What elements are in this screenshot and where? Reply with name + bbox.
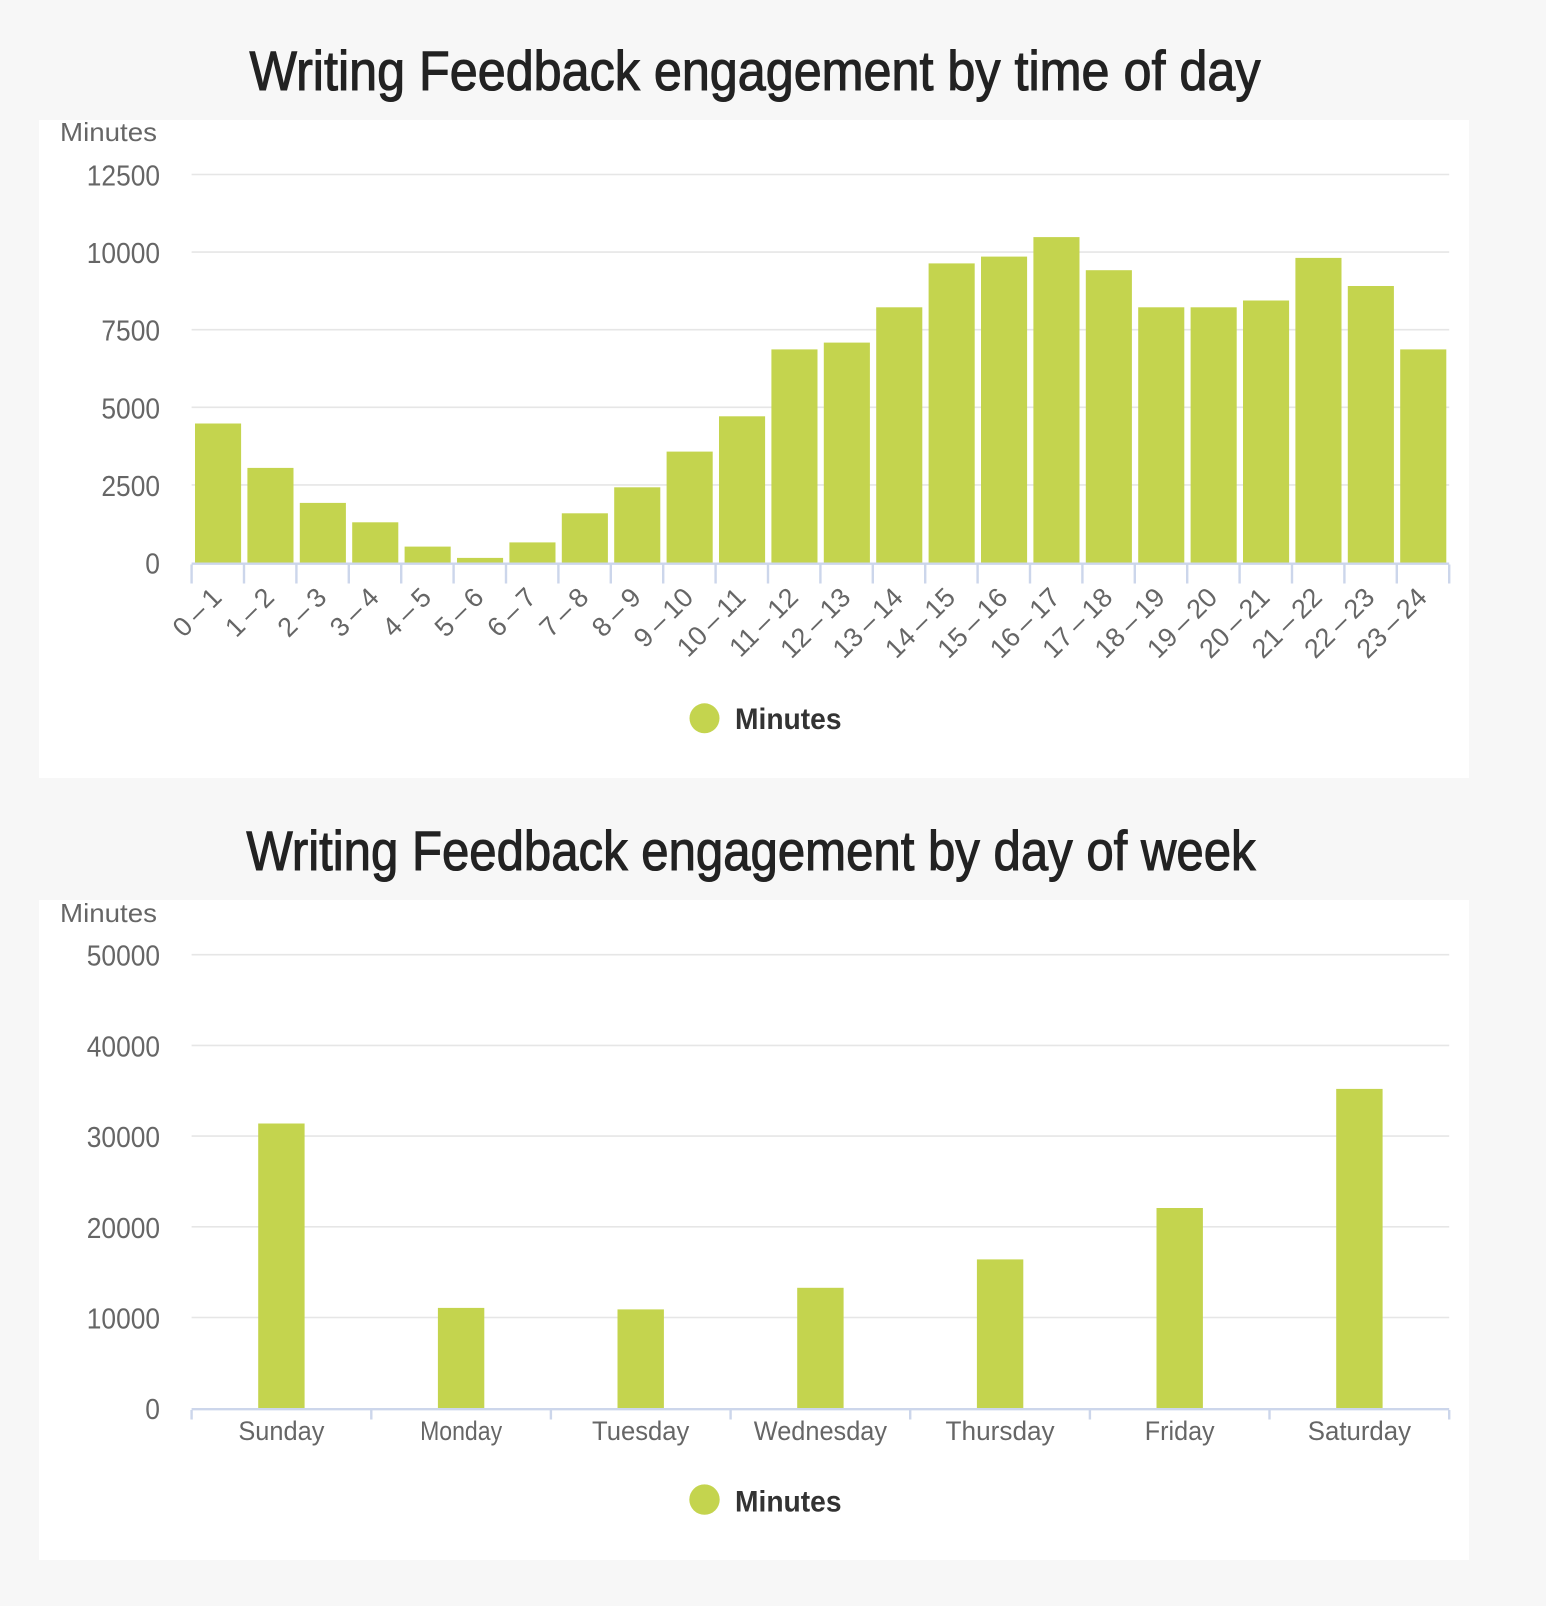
svg-text:10000: 10000: [87, 238, 160, 270]
svg-text:0: 0: [145, 1394, 160, 1426]
svg-text:Saturday: Saturday: [1308, 1416, 1412, 1446]
svg-text:7500: 7500: [101, 316, 160, 348]
svg-text:Monday: Monday: [420, 1416, 502, 1446]
svg-text:Minutes: Minutes: [735, 1486, 842, 1519]
svg-text:2500: 2500: [101, 471, 160, 503]
svg-text:10000: 10000: [87, 1304, 160, 1336]
svg-text:0: 0: [145, 549, 160, 581]
svg-text:1 – 2: 1 – 2: [219, 582, 280, 643]
svg-text:Sunday: Sunday: [238, 1416, 324, 1446]
svg-text:50000: 50000: [87, 941, 160, 973]
svg-text:4 – 5: 4 – 5: [376, 582, 437, 643]
svg-text:5 – 6: 5 – 6: [429, 582, 490, 643]
svg-text:2 – 3: 2 – 3: [272, 582, 333, 643]
svg-text:Minutes: Minutes: [60, 117, 157, 147]
svg-text:6 – 7: 6 – 7: [481, 582, 542, 643]
svg-text:Tuesday: Tuesday: [592, 1416, 690, 1446]
svg-text:40000: 40000: [87, 1031, 160, 1063]
svg-text:3 – 4: 3 – 4: [324, 582, 385, 643]
svg-text:0 – 1: 0 – 1: [167, 582, 228, 643]
svg-text:Wednesday: Wednesday: [754, 1416, 888, 1446]
svg-text:12500: 12500: [87, 161, 160, 193]
svg-text:30000: 30000: [87, 1122, 160, 1154]
svg-text:Thursday: Thursday: [946, 1416, 1056, 1446]
svg-text:Friday: Friday: [1145, 1416, 1215, 1446]
svg-text:20000: 20000: [87, 1213, 160, 1245]
svg-text:Minutes: Minutes: [735, 703, 842, 736]
svg-text:Minutes: Minutes: [60, 898, 157, 928]
svg-text:5000: 5000: [101, 393, 160, 425]
svg-text:7 – 8: 7 – 8: [534, 582, 595, 643]
